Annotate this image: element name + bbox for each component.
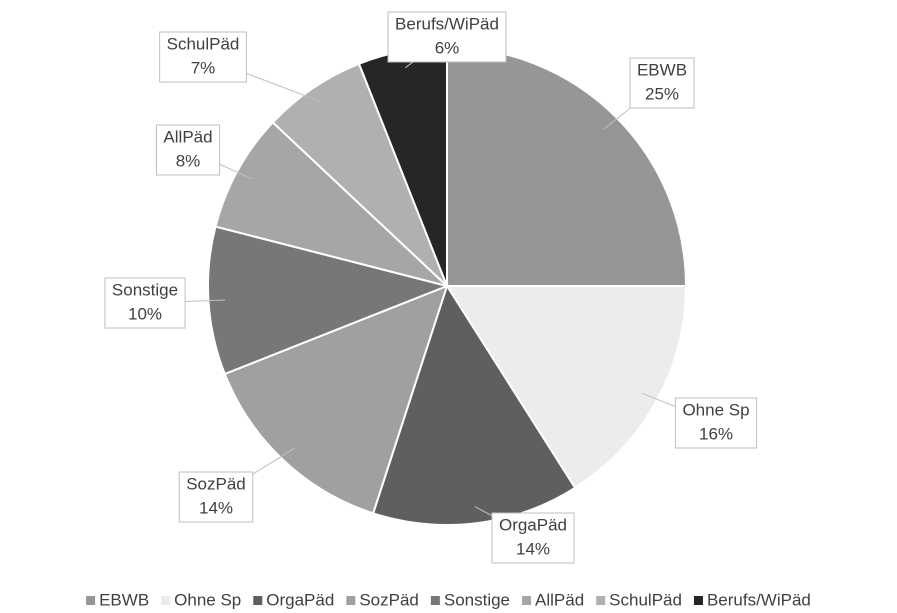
legend-swatch bbox=[253, 596, 263, 605]
label-value: 25% bbox=[645, 84, 679, 103]
data-label: Ohne Sp 16% bbox=[674, 397, 758, 449]
label-box bbox=[629, 57, 695, 109]
legend-label: Sonstige bbox=[444, 590, 510, 609]
slices bbox=[207, 45, 688, 526]
pie-slice bbox=[371, 283, 577, 526]
label-name: Ohne Sp bbox=[682, 400, 749, 419]
label-name: AllPäd bbox=[163, 127, 212, 146]
legend-swatch bbox=[693, 596, 703, 605]
data-label: Berufs/WiPäd 6% bbox=[387, 11, 507, 63]
legend-label: SozPäd bbox=[359, 590, 419, 609]
legend-label: SchulPäd bbox=[609, 590, 682, 609]
legend: EBWB Ohne Sp OrgaPäd SozPäd Sonstige AllPäd Sc… bbox=[86, 590, 811, 609]
label-box bbox=[387, 11, 507, 63]
label-box bbox=[159, 31, 247, 83]
pie-slice bbox=[214, 120, 448, 287]
label-name: OrgaPäd bbox=[499, 515, 567, 534]
label-value: 14% bbox=[516, 539, 550, 558]
data-label: EBWB 25% bbox=[629, 57, 695, 109]
labels: EBWB 25% Ohne Sp 16% OrgaPäd 14% SozPäd 14% Sons… bbox=[104, 11, 758, 564]
pie-slice bbox=[271, 62, 448, 287]
label-box bbox=[491, 512, 575, 564]
legend-swatch bbox=[86, 596, 96, 605]
legend-swatch bbox=[346, 596, 356, 605]
data-label: OrgaPäd 14% bbox=[491, 512, 575, 564]
label-name: Berufs/WiPäd bbox=[395, 14, 499, 33]
data-label: SchulPäd 7% bbox=[159, 31, 247, 83]
label-box bbox=[674, 397, 758, 449]
legend-swatch bbox=[596, 596, 606, 605]
label-box bbox=[104, 277, 186, 329]
data-label: SozPäd 14% bbox=[178, 471, 254, 523]
pie-slice bbox=[445, 285, 688, 490]
legend-swatch bbox=[522, 596, 532, 605]
label-name: Sonstige bbox=[112, 280, 178, 299]
data-label: Sonstige 10% bbox=[104, 277, 186, 329]
label-value: 10% bbox=[128, 304, 162, 323]
label-name: SozPäd bbox=[186, 474, 246, 493]
legend-label: Berufs/WiPäd bbox=[707, 590, 811, 609]
data-label: AllPäd 8% bbox=[155, 124, 221, 176]
label-value: 14% bbox=[199, 498, 233, 517]
label-value: 16% bbox=[699, 424, 733, 443]
legend-label: EBWB bbox=[99, 590, 149, 609]
legend-swatch bbox=[430, 596, 440, 605]
label-box bbox=[178, 471, 254, 523]
legend-label: AllPäd bbox=[535, 590, 584, 609]
legend-swatch bbox=[161, 596, 171, 605]
label-value: 8% bbox=[176, 151, 201, 170]
label-name: SchulPäd bbox=[167, 34, 240, 53]
legend-label: OrgaPäd bbox=[266, 590, 334, 609]
legend-label: Ohne Sp bbox=[174, 590, 241, 609]
label-name: EBWB bbox=[637, 60, 687, 79]
label-value: 7% bbox=[191, 58, 216, 77]
label-value: 6% bbox=[435, 38, 460, 57]
label-box bbox=[155, 124, 221, 176]
